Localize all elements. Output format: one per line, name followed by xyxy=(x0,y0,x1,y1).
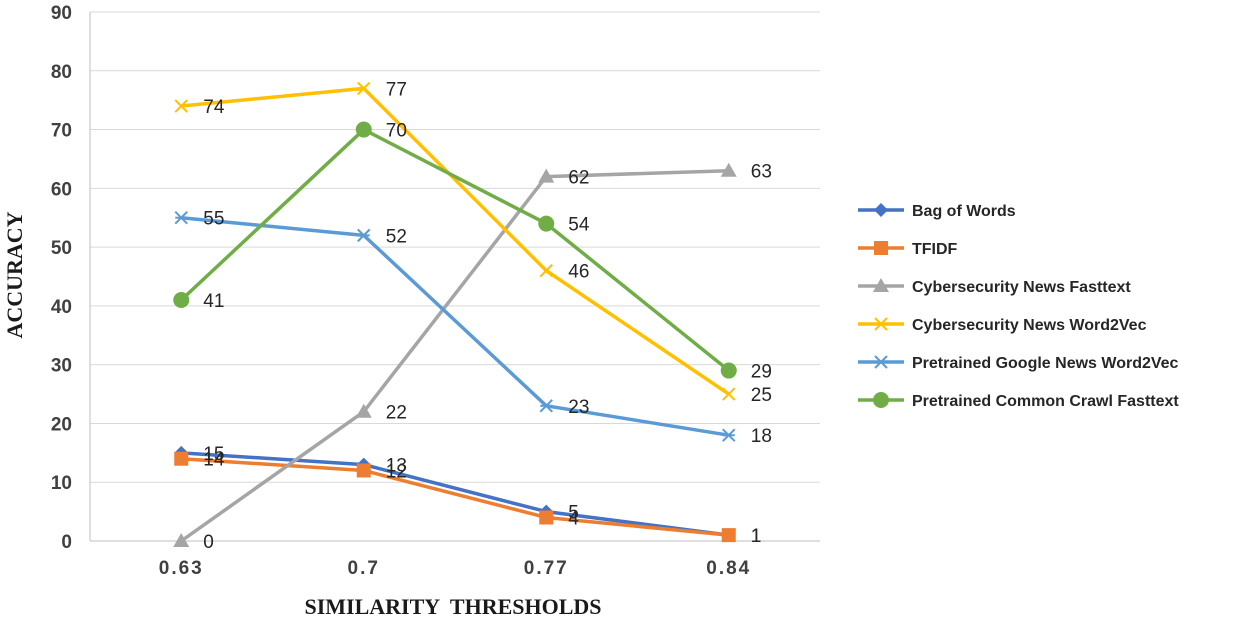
data-point-marker xyxy=(355,403,372,418)
data-label: 18 xyxy=(751,426,772,447)
y-axis-title: ACCURACY xyxy=(2,211,27,338)
data-point-marker xyxy=(539,399,553,413)
legend-item: Cybersecurity News Fasttext xyxy=(858,278,1131,296)
series-line xyxy=(181,451,729,537)
y-tick-label: 60 xyxy=(51,179,72,200)
data-label: 12 xyxy=(386,461,407,482)
series-line xyxy=(180,168,729,543)
data-label: 63 xyxy=(751,162,772,183)
legend-item: Cybersecurity News Word2Vec xyxy=(858,317,1147,334)
y-tick-label: 40 xyxy=(51,297,72,318)
legend-label: Bag of Words xyxy=(912,203,1016,220)
series-pretrained-common-crawl-fasttext xyxy=(173,121,737,379)
x-tick-label: 0.63 xyxy=(159,558,204,579)
data-point-marker xyxy=(720,162,737,177)
data-point-marker xyxy=(720,362,737,379)
data-label: 41 xyxy=(203,291,224,312)
data-label: 74 xyxy=(203,97,225,118)
y-tick-label: 80 xyxy=(51,62,72,83)
data-point-marker xyxy=(538,215,555,232)
data-point-marker xyxy=(538,168,555,183)
x-axis-ticks: 0.63 0.7 0.77 0.84 xyxy=(159,558,751,579)
data-label: 25 xyxy=(751,385,772,406)
legend-item: TFIDF xyxy=(858,241,958,258)
legend-marker xyxy=(874,241,888,255)
y-tick-label: 30 xyxy=(51,356,72,377)
data-label: 52 xyxy=(386,226,407,247)
series-cybersecurity-news-word2vec xyxy=(174,81,736,401)
data-point-marker xyxy=(357,228,371,243)
series-line xyxy=(181,215,730,437)
data-label: 70 xyxy=(386,121,407,142)
y-tick-label: 50 xyxy=(51,238,72,259)
x-axis-title: SIMILARITY THRESHOLDS xyxy=(304,594,601,619)
data-point-marker xyxy=(355,121,372,138)
series-cybersecurity-news-fasttext xyxy=(173,162,737,547)
series-layer xyxy=(173,81,737,547)
data-point-marker xyxy=(174,451,189,466)
data-label: 55 xyxy=(203,209,224,230)
y-tick-label: 0 xyxy=(61,532,72,553)
data-label: 62 xyxy=(568,168,589,189)
series-line xyxy=(181,456,729,537)
data-point-marker xyxy=(722,428,736,442)
y-tick-label: 70 xyxy=(51,121,72,142)
data-label: 15 xyxy=(203,444,224,465)
series-tfidf xyxy=(174,451,736,543)
y-tick-label: 20 xyxy=(51,414,72,435)
x-tick-label: 0.77 xyxy=(524,558,569,579)
y-axis-ticks: 0 10 20 30 40 50 60 70 80 90 xyxy=(51,3,72,553)
data-point-marker xyxy=(539,263,553,278)
x-tick-label: 0.84 xyxy=(706,558,751,579)
data-label: 22 xyxy=(386,403,407,424)
data-label: 0 xyxy=(203,532,214,553)
legend-label: Cybersecurity News Fasttext xyxy=(912,279,1131,296)
legend-marker xyxy=(874,317,888,331)
data-point-marker xyxy=(174,99,188,113)
data-point-marker xyxy=(722,387,736,401)
legend-item: Pretrained Google News Word2Vec xyxy=(858,355,1179,372)
legend-label: TFIDF xyxy=(912,241,958,258)
legend: Bag of Words TFIDF Cybersecurity News Fast… xyxy=(858,203,1179,410)
data-point-marker xyxy=(356,463,371,478)
series-pretrained-google-news-word2vec xyxy=(174,211,736,442)
legend-marker xyxy=(873,392,889,408)
series-line xyxy=(180,127,730,372)
data-label: 5 xyxy=(568,503,579,524)
legend-marker xyxy=(874,203,888,217)
data-label: 4 xyxy=(568,508,579,529)
legend-item: Pretrained Common Crawl Fasttext xyxy=(858,392,1179,410)
data-label: 1 xyxy=(751,526,762,547)
data-label: 14 xyxy=(203,450,225,471)
data-label: 54 xyxy=(568,215,590,236)
y-tick-label: 90 xyxy=(51,3,72,24)
legend-marker xyxy=(874,355,888,369)
gridlines xyxy=(89,11,820,542)
data-label: 46 xyxy=(568,262,589,283)
data-label: 1 xyxy=(751,526,762,547)
data-point-marker xyxy=(539,510,554,525)
data-point-marker xyxy=(173,292,190,309)
x-tick-label: 0.7 xyxy=(348,558,380,579)
y-tick-label: 10 xyxy=(51,473,72,494)
legend-label: Cybersecurity News Word2Vec xyxy=(912,317,1147,334)
data-label: 13 xyxy=(386,456,407,477)
legend-label: Pretrained Google News Word2Vec xyxy=(912,355,1179,372)
data-point-marker xyxy=(721,528,736,543)
legend-label: Pretrained Common Crawl Fasttext xyxy=(912,393,1179,410)
data-point-marker xyxy=(174,211,188,225)
data-point-marker xyxy=(173,533,190,547)
legend-marker xyxy=(873,278,889,292)
data-label: 77 xyxy=(386,79,407,100)
data-label: 29 xyxy=(751,362,772,383)
data-label: 23 xyxy=(568,397,589,418)
data-point-marker xyxy=(357,81,371,96)
legend-item: Bag of Words xyxy=(858,203,1016,220)
series-line xyxy=(181,86,730,396)
